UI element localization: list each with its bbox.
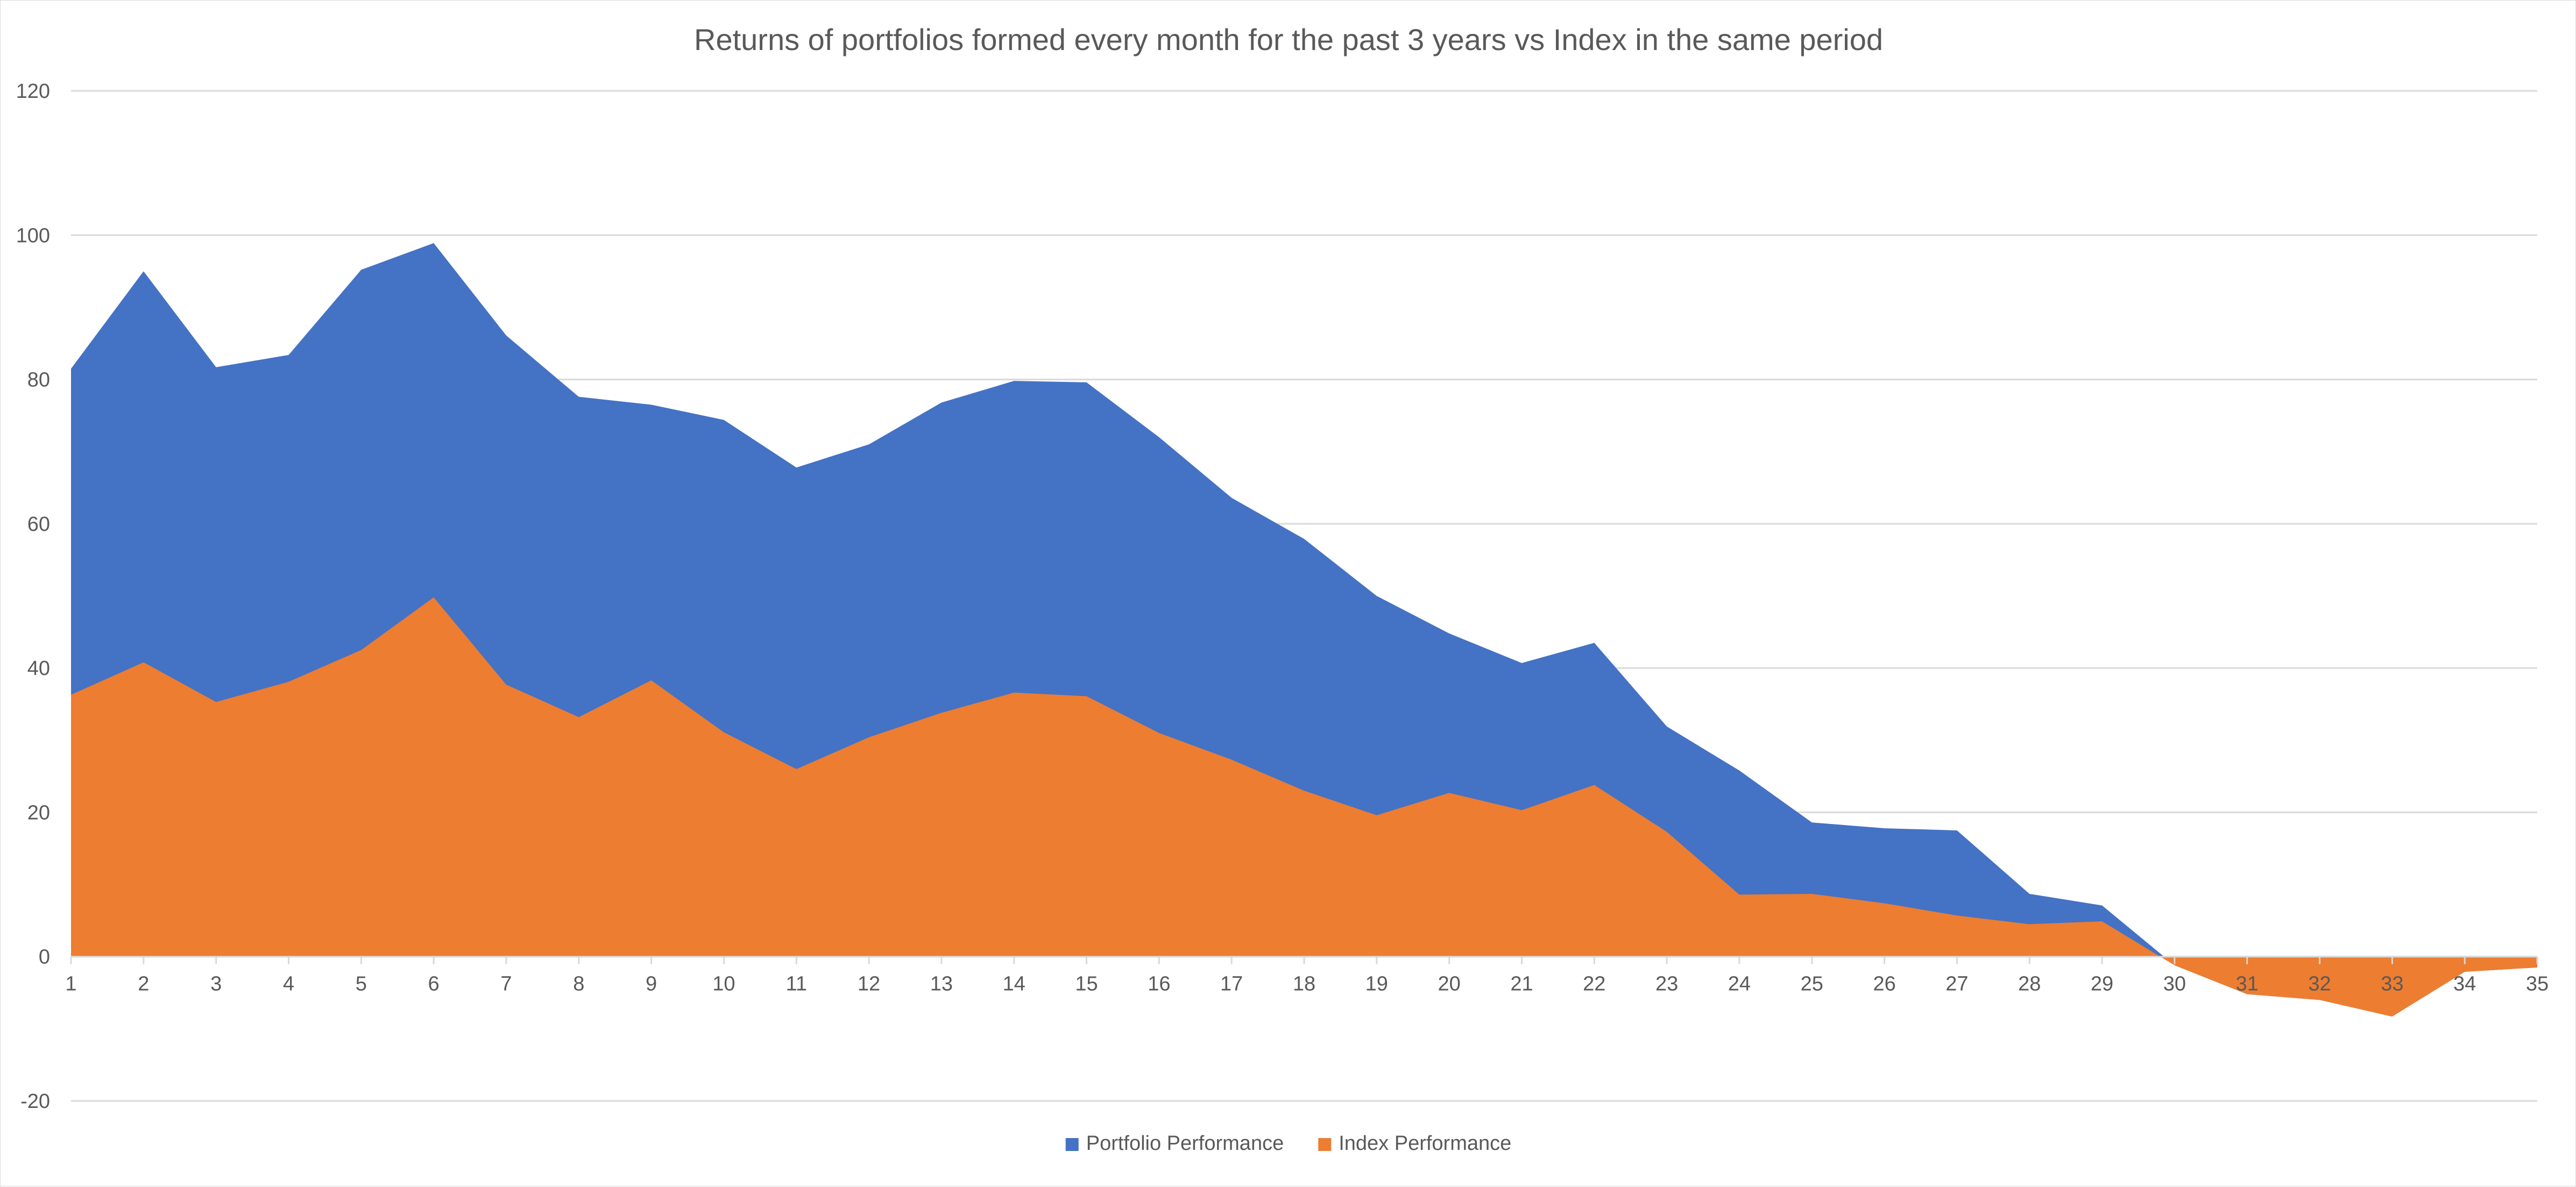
x-tick-label: 21 [1510, 973, 1533, 996]
x-tick-label: 5 [356, 973, 367, 996]
x-tick-label: 3 [210, 973, 222, 996]
y-tick-label: 60 [27, 513, 50, 536]
x-tick-label: 18 [1293, 973, 1315, 996]
x-tick-label: 4 [283, 973, 294, 996]
x-tick-label: 11 [786, 973, 807, 996]
x-tick-label: 28 [2018, 973, 2041, 996]
x-tick-label: 12 [858, 973, 880, 996]
y-tick-label: -20 [20, 1090, 50, 1113]
y-tick-label: 40 [27, 657, 50, 680]
x-tick-label: 8 [573, 973, 584, 996]
x-tick-label: 29 [2091, 973, 2113, 996]
legend-swatch [1065, 1138, 1079, 1151]
x-tick-label: 22 [1583, 973, 1605, 996]
chart-title: Returns of portfolios formed every month… [694, 23, 1883, 56]
x-tick-label: 14 [1003, 973, 1025, 996]
x-tick-label: 19 [1365, 973, 1388, 996]
y-tick-label: 100 [16, 224, 50, 247]
x-tick-label: 24 [1728, 973, 1751, 996]
x-tick-label: 31 [2236, 973, 2259, 996]
x-tick-label: 10 [712, 973, 735, 996]
legend-label: Index Performance [1339, 1132, 1511, 1155]
legend: Portfolio Performance Index Performance [1065, 1132, 1511, 1155]
x-tick-label: 26 [1873, 973, 1895, 996]
legend-label: Portfolio Performance [1086, 1132, 1284, 1155]
x-tick-label: 9 [646, 973, 657, 996]
series-areas [71, 243, 2537, 1017]
x-tick-label: 2 [138, 973, 149, 996]
y-tick-label: 20 [27, 801, 50, 824]
y-tick-label: 120 [16, 80, 50, 103]
x-tick-label: 32 [2308, 973, 2331, 996]
x-tick-label: 17 [1220, 973, 1243, 996]
y-tick-label: 80 [27, 369, 50, 392]
legend-item-index-performance: Index Performance [1318, 1132, 1511, 1155]
x-tick-label: 30 [2163, 973, 2186, 996]
x-tick-label: 13 [930, 973, 953, 996]
x-tick-label: 25 [1801, 973, 1823, 996]
x-tick-label: 7 [500, 973, 512, 996]
x-tick-label: 16 [1148, 973, 1170, 996]
x-tick-label: 34 [2453, 973, 2476, 996]
legend-item-portfolio-performance: Portfolio Performance [1065, 1132, 1284, 1155]
legend-swatch [1318, 1138, 1332, 1151]
area-series-index-performance [71, 597, 2537, 1017]
x-tick-label: 6 [428, 973, 440, 996]
x-tick-label: 20 [1438, 973, 1461, 996]
x-tick-label: 27 [1945, 973, 1968, 996]
x-tick-label: 23 [1655, 973, 1678, 996]
x-tick-label: 35 [2526, 973, 2549, 996]
x-tick-label: 15 [1075, 973, 1098, 996]
x-tick-label: 1 [65, 973, 76, 996]
y-tick-label: 0 [39, 946, 50, 969]
x-tick-label: 33 [2381, 973, 2403, 996]
